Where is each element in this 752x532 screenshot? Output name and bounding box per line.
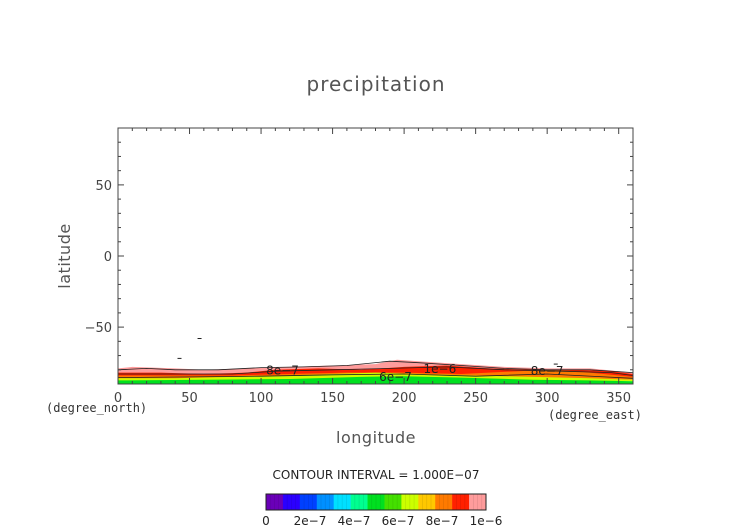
colorbar-swatch-5 bbox=[350, 494, 368, 510]
y-unit-label: (degree_north) bbox=[46, 401, 147, 415]
colorbar-tick-label: 1e−6 bbox=[470, 514, 503, 528]
contour-label-3: 6e−7 bbox=[379, 370, 412, 384]
contour-labels: 8e−7 1e−6 8e−7 6e−7 bbox=[266, 362, 563, 384]
colorbar-swatch-1 bbox=[282, 494, 301, 510]
contour-label-1: 1e−6 bbox=[424, 362, 457, 376]
axis-tick-labels: 0 50 100 150 200 250 300 350 −50 0 50 bbox=[85, 179, 632, 406]
contour-label-0: 8e−7 bbox=[266, 363, 299, 377]
colorbar-swatch-11 bbox=[452, 494, 470, 510]
colorbar-frame bbox=[265, 493, 487, 511]
colorbar-swatch-9 bbox=[418, 494, 436, 510]
y-tick-label: 0 bbox=[104, 250, 112, 265]
colorbar-swatch-7 bbox=[384, 494, 402, 510]
colorbar-tick-label: 6e−7 bbox=[382, 514, 415, 528]
colorbar bbox=[265, 493, 487, 511]
x-tick-label: 0 bbox=[114, 391, 122, 406]
colorbar-swatch-4 bbox=[333, 494, 351, 510]
colorbar-tick-label: 0 bbox=[262, 514, 270, 528]
y-tick-label: −50 bbox=[85, 321, 112, 336]
colorbar-swatch-0 bbox=[266, 494, 284, 510]
colorbar-labels: 0 2e−7 4e−7 6e−7 8e−7 1e−6 bbox=[262, 514, 502, 528]
colorbar-tick-label: 4e−7 bbox=[338, 514, 371, 528]
contour-line-1 bbox=[118, 366, 634, 376]
x-tick-label: 50 bbox=[181, 391, 198, 406]
x-tick-label: 150 bbox=[320, 391, 345, 406]
contour-lines bbox=[117, 337, 634, 379]
contour-line-2 bbox=[117, 373, 634, 379]
x-axis-label: longitude bbox=[336, 428, 416, 447]
plot-frame bbox=[117, 127, 634, 385]
x-tick-label: 300 bbox=[535, 391, 560, 406]
colorbar-swatch-6 bbox=[367, 494, 385, 510]
colorbar-swatch-8 bbox=[401, 494, 419, 510]
colorbar-tick-label: 8e−7 bbox=[426, 514, 459, 528]
x-tick-label: 100 bbox=[249, 391, 274, 406]
axis-ticks bbox=[117, 127, 634, 385]
colorbar-swatch-3 bbox=[316, 494, 334, 510]
x-tick-label: 250 bbox=[463, 391, 488, 406]
colorbar-swatch-2 bbox=[299, 494, 318, 510]
contour-line-0 bbox=[117, 360, 634, 373]
x-tick-label: 200 bbox=[392, 391, 417, 406]
y-axis-label: latitude bbox=[55, 223, 74, 288]
y-tick-label: 50 bbox=[95, 179, 112, 194]
colorbar-swatch-10 bbox=[435, 494, 453, 510]
contour-interval-note: CONTOUR INTERVAL = 1.000E−07 bbox=[273, 468, 480, 482]
chart-title: precipitation bbox=[307, 72, 446, 96]
colorbar-tick-label: 2e−7 bbox=[294, 514, 327, 528]
x-tick-label: 350 bbox=[606, 391, 631, 406]
x-unit-label: (degree_east) bbox=[548, 408, 642, 422]
colorbar-swatch-12 bbox=[469, 494, 487, 510]
contour-label-2: 8e−7 bbox=[531, 364, 564, 378]
